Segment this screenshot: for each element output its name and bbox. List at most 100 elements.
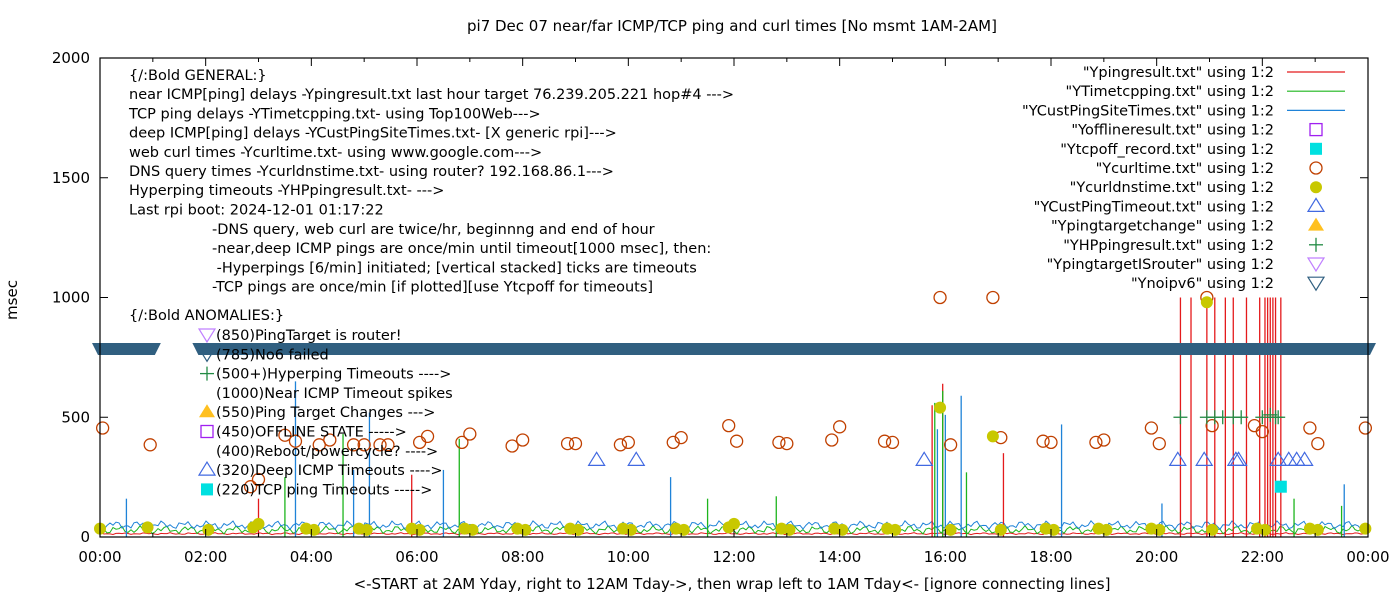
data-point [783, 523, 796, 536]
anomaly-marker-icon [197, 328, 217, 344]
data-point [463, 427, 477, 441]
data-point [278, 428, 292, 442]
data-point [833, 420, 847, 434]
legend-entry-label: "Ytcpoff_record.txt" using 1:2 [1060, 142, 1274, 158]
legend-entry-label: "Ycurldnstime.txt" using 1:2 [1070, 180, 1274, 196]
data-point [986, 430, 999, 443]
data-point [994, 523, 1007, 536]
data-point [1168, 451, 1187, 466]
data-point [1089, 435, 1103, 450]
data-point [202, 523, 215, 536]
data-point [1097, 433, 1111, 447]
annotation-general-line: TCP ping delays -YTimetcpping.txt- using… [128, 106, 541, 122]
data-point [825, 433, 839, 447]
data-point [621, 435, 635, 450]
annotation-anomaly-line: (320)Deep ICMP Timeouts ----> [216, 463, 443, 479]
x-tick-label: 08:00 [501, 548, 544, 566]
annotation-anomaly-line: (1000)Near ICMP Timeout spikes [216, 386, 453, 402]
data-point [143, 438, 157, 452]
noipv6-band [192, 342, 1377, 355]
legend-entry-label: "YCustPingSiteTimes.txt" using 1:2 [1022, 103, 1274, 119]
x-tick-label: 10:00 [607, 548, 650, 566]
annotation-general-line: DNS query times -Ycurldnstime.txt- using… [129, 164, 614, 180]
annotation-general-line: web curl times -Ycurltime.txt- using www… [129, 145, 542, 161]
data-point [613, 438, 628, 452]
data-point [1205, 418, 1219, 433]
data-point [1271, 410, 1286, 425]
annotation-note-line: -TCP pings are once/min [if plotted][use… [212, 280, 653, 296]
data-point [1195, 451, 1214, 466]
x-tick-label: 06:00 [395, 548, 438, 566]
data-point [288, 434, 303, 448]
data-point [1229, 451, 1248, 466]
annotation-general-line: near ICMP[ping] delays -Ypingresult.txt … [129, 87, 734, 103]
annotations: {/:Bold GENERAL:} near ICMP[ping] delays … [128, 68, 734, 498]
legend-entry-label: "YCustPingTimeout.txt" using 1:2 [1034, 199, 1274, 215]
data-point [1287, 451, 1306, 466]
y-tick-label: 1500 [52, 169, 90, 187]
data-point [729, 434, 744, 448]
annotation-anomaly-line: (400)Reboot/powercycle? ----> [216, 444, 438, 460]
anomaly-marker-icon [201, 483, 213, 496]
x-tick-label: 00:00 [1346, 548, 1389, 566]
data-point [1044, 435, 1058, 450]
annotation-note-line: -Hyperpings [6/min] initiated; [vertical… [212, 260, 697, 276]
data-point [1269, 451, 1288, 466]
data-point [1100, 523, 1113, 536]
x-tick-label: 00:00 [78, 548, 121, 566]
data-point [1279, 451, 1298, 466]
x-tick-label: 20:00 [1135, 548, 1178, 566]
legend: "Ypingresult.txt" using 1:2 "YTimetcpping… [1022, 65, 1345, 292]
annotation-note-line: -DNS query, web curl are twice/hr, begin… [212, 222, 655, 238]
data-point [373, 438, 387, 452]
data-point [1234, 410, 1249, 425]
x-tick-label: 12:00 [712, 548, 755, 566]
x-tick-label: 22:00 [1241, 548, 1284, 566]
x-tick-label: 18:00 [1029, 548, 1072, 566]
annotation-anomalies-title: {/:Bold ANOMALIES:} [129, 308, 284, 324]
data-point [252, 517, 265, 530]
data-point [1311, 523, 1324, 536]
legend-marker-swatch [1310, 142, 1322, 155]
data-point [413, 523, 426, 536]
legend-entry-label: "Ypingtargetchange" using 1:2 [1051, 219, 1274, 235]
data-point [627, 451, 646, 466]
annotation-anomaly-line: (500+)Hyperping Timeouts ----> [216, 367, 451, 383]
y-axis-label: msec [3, 280, 21, 320]
anomaly-marker-icon [197, 460, 217, 476]
data-point [836, 523, 849, 536]
legend-entry-label: "YHPpingresult.txt" using 1:2 [1063, 238, 1274, 254]
data-point [455, 435, 469, 450]
data-point [243, 480, 258, 494]
data-point [1258, 523, 1271, 536]
data-point [572, 523, 585, 536]
data-point [1295, 451, 1314, 466]
data-point [1206, 523, 1219, 536]
data-point [1311, 436, 1325, 451]
data-point [251, 472, 266, 487]
data-point [568, 436, 583, 451]
data-point [772, 435, 786, 450]
chart-title: pi7 Dec 07 near/far ICMP/TCP ping and cu… [467, 17, 997, 35]
axes: 0 500 1000 1500 2000 00:00 02:00 04:00 06:00 08:0… [52, 49, 1390, 566]
data-point [1047, 523, 1060, 536]
legend-marker-swatch [1306, 197, 1326, 212]
anomaly-marker-icon [197, 347, 217, 363]
y-tick-label: 2000 [52, 49, 90, 67]
data-point [728, 517, 740, 530]
annotation-general-line: {/:Bold GENERAL:} [129, 68, 267, 84]
legend-entry-label: "Ynoipv6" using 1:2 [1131, 276, 1274, 292]
x-tick-label: 04:00 [290, 548, 333, 566]
data-point [141, 521, 154, 534]
noipv6-band [92, 342, 161, 355]
x-axis-label: <-START at 2AM Yday, right to 12AM Tday-… [354, 575, 1111, 593]
data-point [624, 523, 637, 536]
data-point [915, 451, 934, 466]
data-point [943, 438, 958, 452]
data-point [986, 290, 1000, 305]
data-point [1226, 451, 1245, 466]
y-tick-label: 500 [61, 408, 90, 426]
data-point [505, 439, 519, 453]
data-point [466, 523, 479, 536]
